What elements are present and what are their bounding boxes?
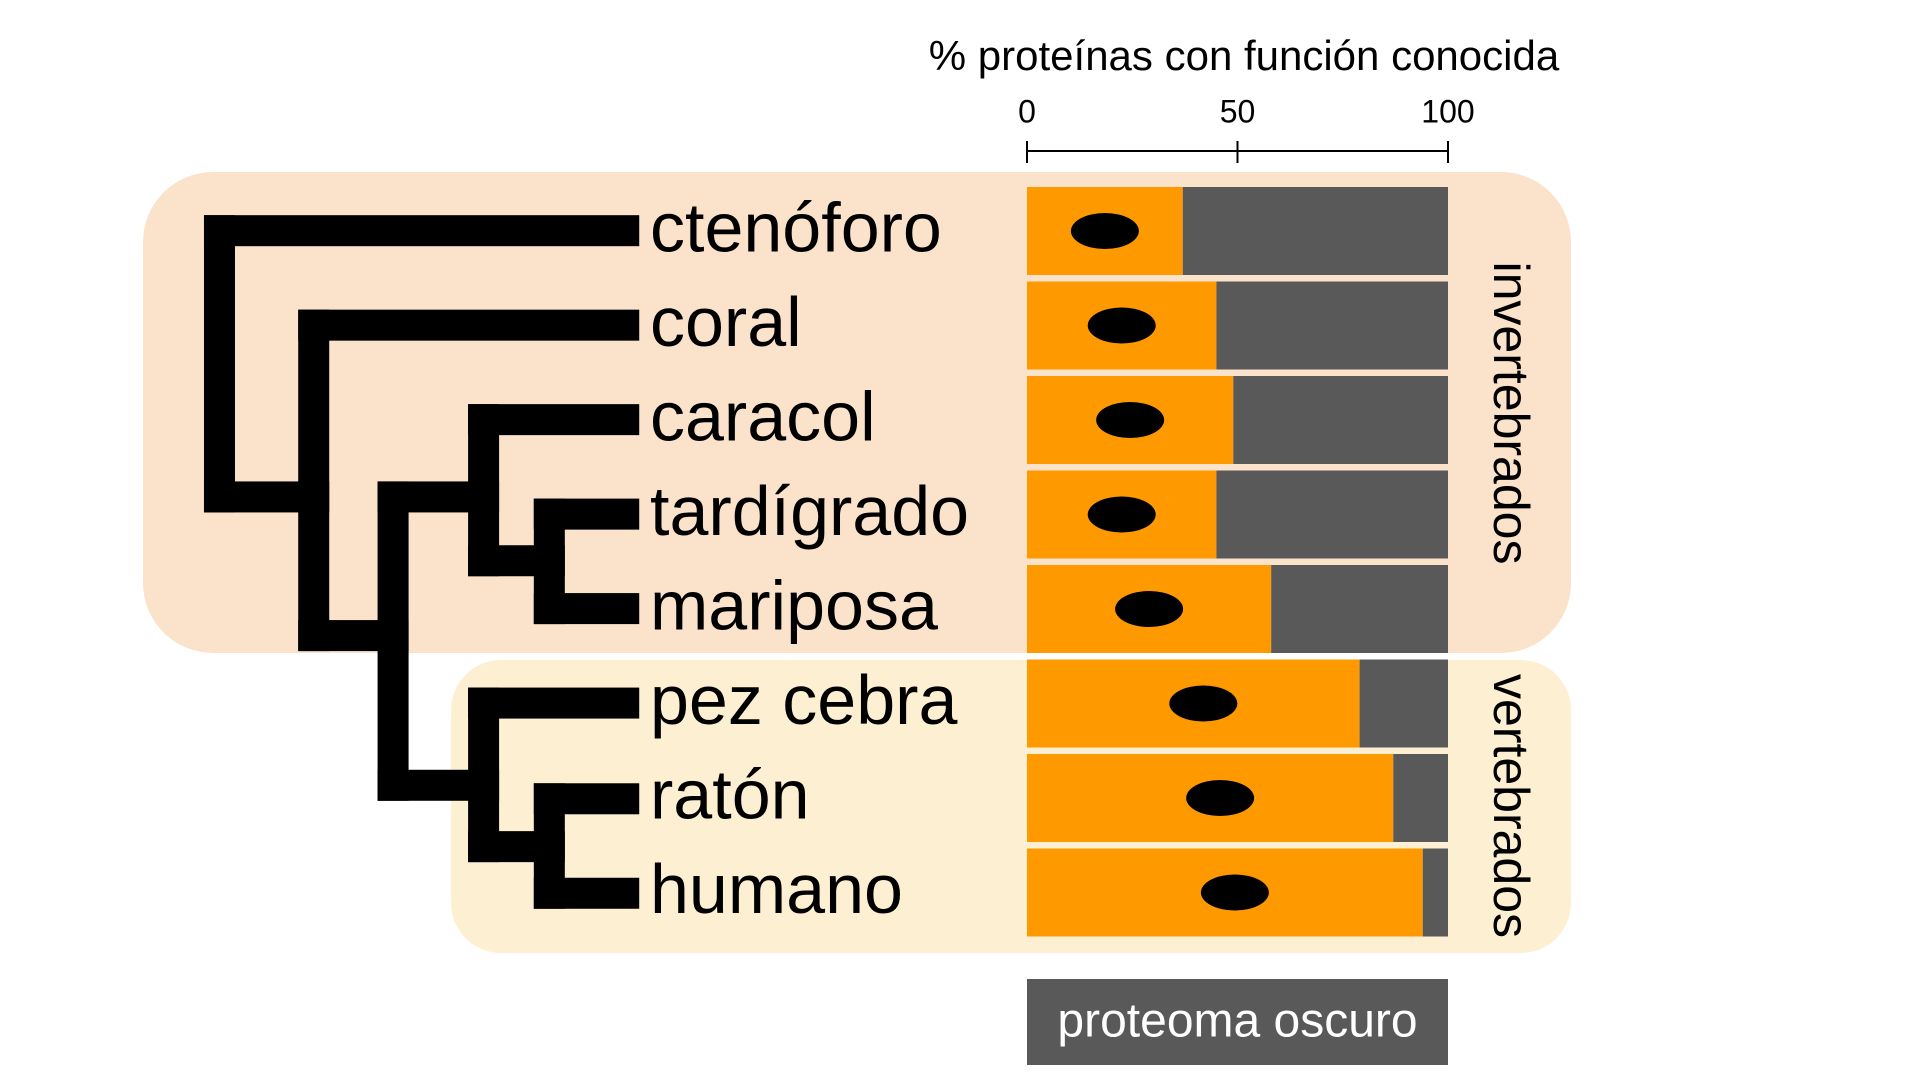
bar-segment [1216, 470, 1448, 559]
legend-label: proteoma oscuro [1057, 995, 1417, 1048]
group-label: vertebrados [1483, 674, 1539, 938]
category-label: tardígrado [650, 472, 969, 550]
organism-icon [1186, 780, 1255, 816]
legend-swatch [1027, 979, 1448, 1065]
bar-segment [1422, 848, 1448, 937]
tree-branch [298, 309, 640, 341]
tree-branch [203, 215, 235, 513]
bar-segment [1216, 281, 1448, 370]
organism-icon [1087, 307, 1156, 344]
category-label: coral [650, 283, 802, 361]
category-label: ratón [650, 755, 810, 833]
bar-segment [1271, 565, 1448, 653]
group-label: invertebrados [1483, 262, 1539, 565]
category-label: humano [650, 850, 903, 928]
x-tick-label: 50 [1220, 93, 1256, 129]
axis-title: % proteínas con función conocida [929, 32, 1560, 79]
bar-segment [1182, 187, 1448, 275]
organism-icon [1200, 874, 1269, 911]
bar-segment [1233, 376, 1448, 464]
x-tick-label: 0 [1018, 93, 1036, 129]
tree-branch [203, 215, 640, 247]
tree-branch [298, 309, 330, 652]
organism-icon [1096, 402, 1165, 438]
organism-icon [1115, 591, 1184, 627]
organism-icon [1087, 496, 1156, 533]
category-label: ctenóforo [650, 188, 942, 266]
category-label: pez cebra [650, 661, 957, 739]
organism-icon [1169, 685, 1238, 722]
bar-segment [1393, 754, 1448, 842]
organism-icon [1070, 213, 1139, 249]
tree-branch [377, 481, 409, 801]
category-label: mariposa [650, 566, 938, 644]
tree-branch [533, 498, 565, 625]
phylogeny [203, 215, 640, 909]
bar-segment [1359, 659, 1448, 748]
x-tick-label: 100 [1421, 93, 1474, 129]
category-label: caracol [650, 377, 876, 455]
tree-branch [533, 783, 565, 909]
